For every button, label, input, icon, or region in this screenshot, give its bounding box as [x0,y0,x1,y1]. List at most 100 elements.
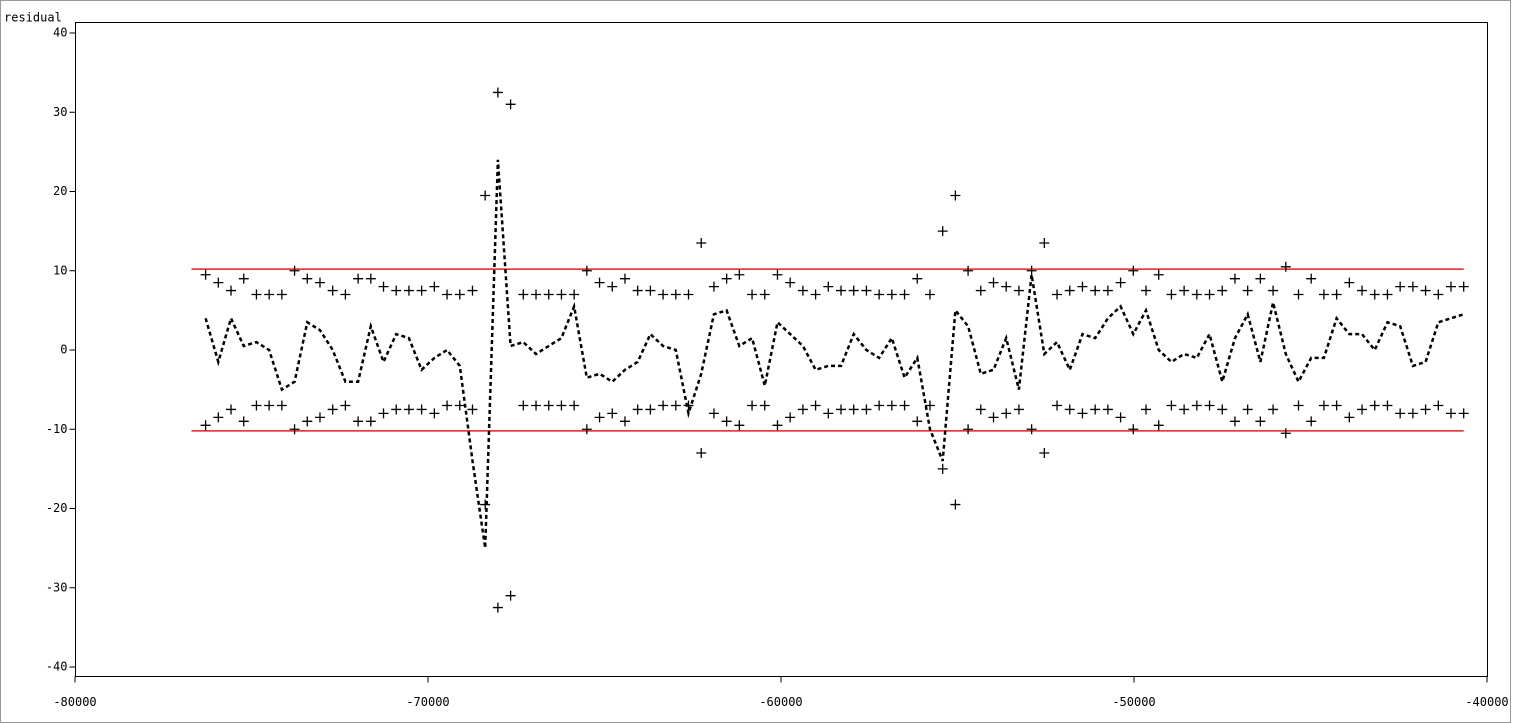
plus-marker [861,285,872,296]
plus-marker [276,400,287,411]
plus-marker [1280,428,1291,439]
plus-marker [505,590,516,601]
residual-line [204,159,1465,549]
plus-marker [1128,265,1139,276]
plus-marker [1433,400,1444,411]
plus-marker [1179,404,1190,415]
plus-marker [1153,420,1164,431]
plus-marker [899,289,910,300]
plus-marker [543,289,554,300]
plus-marker [619,416,630,427]
plus-marker [1102,404,1113,415]
plus-marker [823,281,834,292]
plus-marker [1395,408,1406,419]
plus-marker [1255,273,1266,284]
plus-marker [848,285,859,296]
plus-marker [1318,400,1329,411]
x-tick-label: -60000 [759,695,802,709]
plus-marker [912,273,923,284]
plus-marker [416,404,427,415]
plus-marker [454,289,465,300]
plus-marker [238,416,249,427]
plus-marker [1458,408,1469,419]
plus-marker [1013,404,1024,415]
plus-marker [1433,289,1444,300]
plus-marker [200,420,211,431]
plus-marker [734,269,745,280]
plus-marker [302,416,313,427]
plus-marker [391,404,402,415]
plus-marker [1357,285,1368,296]
plus-marker [1191,400,1202,411]
y-tick-label: 30 [53,105,67,119]
plus-marker [340,289,351,300]
plus-marker [607,281,618,292]
plus-marker [785,277,796,288]
plus-marker [238,273,249,284]
plus-marker [569,400,580,411]
plus-marker [1242,285,1253,296]
x-tick-label: -80000 [53,695,96,709]
plus-marker [365,273,376,284]
plus-marker [1191,289,1202,300]
plus-marker [391,285,402,296]
plus-marker [1280,261,1291,272]
plus-marker [594,277,605,288]
plus-marker [1153,269,1164,280]
plus-marker [1229,416,1240,427]
plus-marker [1115,277,1126,288]
plus-marker [556,400,567,411]
plus-marker [1369,289,1380,300]
plus-marker [747,400,758,411]
plus-marker [1166,289,1177,300]
plus-marker [619,273,630,284]
plus-marker [937,226,948,237]
plus-marker [213,277,224,288]
plus-marker [886,400,897,411]
plus-marker [302,273,313,284]
plus-marker [1331,400,1342,411]
plus-marker [1026,265,1037,276]
plus-marker [429,281,440,292]
plus-marker [1357,404,1368,415]
plus-marker [696,448,707,459]
plus-marker [1052,400,1063,411]
plus-marker [467,285,478,296]
plus-marker [1318,289,1329,300]
plus-marker [492,602,503,613]
plus-marker [213,412,224,423]
plus-marker [747,289,758,300]
plus-marker [899,400,910,411]
plus-marker [569,289,580,300]
plus-marker [632,404,643,415]
plus-marker [975,285,986,296]
y-tick-label: 0 [60,343,67,357]
plus-marker [416,285,427,296]
plus-marker [403,404,414,415]
plus-marker [1064,285,1075,296]
plus-marker [912,416,923,427]
plus-marker [785,412,796,423]
plus-marker [861,404,872,415]
y-tick-label: 20 [53,184,67,198]
plus-marker [721,273,732,284]
plus-marker [264,289,275,300]
plus-marker [1039,238,1050,249]
plus-marker [1382,400,1393,411]
plus-marker [1268,285,1279,296]
plus-marker [289,265,300,276]
plus-marker [1102,285,1113,296]
plus-marker [251,400,262,411]
plus-marker [1001,281,1012,292]
plus-marker [1369,400,1380,411]
plus-marker [556,289,567,300]
plus-marker [645,404,656,415]
plus-marker [1179,285,1190,296]
plus-marker [1395,281,1406,292]
plus-marker [200,269,211,280]
plus-marker [759,400,770,411]
x-tick-label: -70000 [406,695,449,709]
plus-marker [963,424,974,435]
